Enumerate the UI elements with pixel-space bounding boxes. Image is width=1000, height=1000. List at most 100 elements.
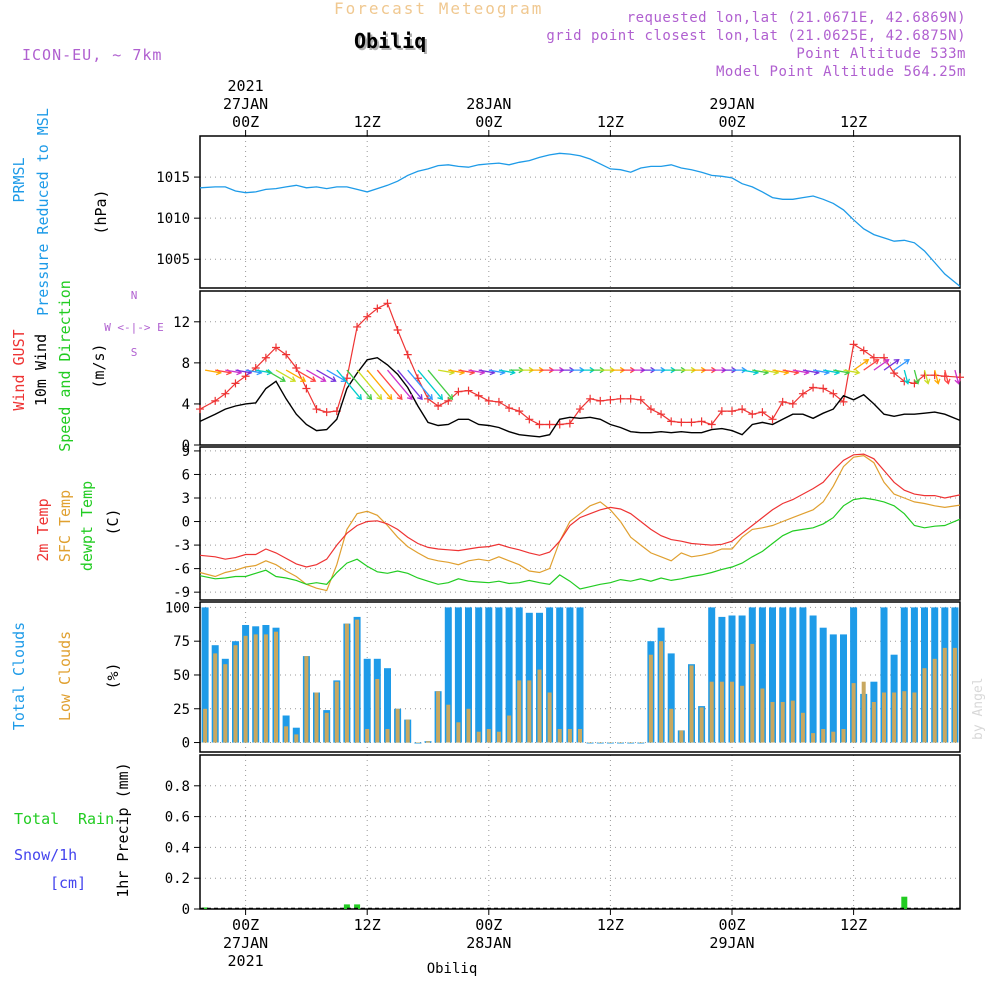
- clouds-unit-label: (%): [104, 662, 122, 689]
- wind-direction-arrow: [346, 369, 373, 401]
- sfc-temp-label: SFC Temp: [56, 490, 74, 562]
- gust-marker: [525, 415, 534, 424]
- gust-marker: [758, 408, 767, 417]
- total-clouds-bar: [789, 607, 797, 743]
- total-clouds-label: Total Clouds: [10, 622, 28, 730]
- precip-unit-label: 1hr Precip (mm): [114, 762, 132, 897]
- panel-frame: [199, 135, 961, 289]
- low-clouds-bar: [679, 730, 684, 743]
- gust-marker: [505, 404, 514, 413]
- rain-bar: [343, 904, 350, 909]
- low-clouds-bar: [213, 653, 218, 743]
- y-tick-label: 0.2: [165, 871, 190, 887]
- time-label-bottom: 29JAN: [709, 934, 754, 952]
- compass-west-east: W <-|-> E: [104, 321, 164, 334]
- low-clouds-bar: [344, 623, 349, 743]
- gust-marker: [728, 407, 736, 416]
- gust-marker: [353, 322, 362, 331]
- low-clouds-bar: [851, 683, 856, 743]
- time-label-top: 00Z: [475, 113, 502, 131]
- gust-marker: [890, 369, 899, 378]
- wind-direction-arrow: [407, 369, 433, 401]
- total-clouds-bar: [515, 607, 523, 743]
- gust-marker: [809, 383, 818, 392]
- total-clouds-bar: [667, 653, 675, 743]
- wind-direction-arrow: [326, 369, 347, 382]
- total-clouds-bar: [910, 607, 918, 743]
- low-clouds-bar: [284, 726, 289, 743]
- low-clouds-bar: [243, 635, 248, 743]
- y-tick-label: 75: [173, 634, 190, 650]
- low-clouds-bar: [496, 731, 501, 743]
- time-label-bottom: 12Z: [597, 916, 624, 934]
- total-clouds-bar: [546, 607, 554, 743]
- y-tick-label: 100: [165, 600, 190, 616]
- time-label-top: 00Z: [232, 113, 259, 131]
- low-clouds-bar: [618, 742, 623, 743]
- total-clouds-bar: [779, 607, 787, 743]
- y-tick-label: 9: [182, 444, 190, 460]
- gust-marker: [778, 397, 787, 406]
- wind-unit-label: (m/s): [90, 343, 108, 388]
- low-clouds-bar: [882, 692, 886, 743]
- wind-label: 10m Wind: [32, 334, 50, 406]
- low-clouds-bar: [800, 712, 805, 743]
- snow-label: Snow/1h: [14, 846, 77, 864]
- rain-bar: [901, 896, 908, 909]
- total-clouds-bar: [444, 607, 452, 743]
- gust-marker: [859, 346, 868, 355]
- low-clouds-bar: [527, 680, 532, 743]
- time-label-top: 00Z: [718, 113, 745, 131]
- sfc-temp-line: [199, 454, 961, 592]
- wind-direction-arrow: [336, 369, 362, 401]
- wind-direction-arrow: [903, 369, 911, 385]
- low-clouds-bar: [750, 643, 755, 743]
- gust-marker: [565, 419, 574, 428]
- low-clouds-bar: [952, 647, 957, 743]
- total-clouds-bar: [900, 607, 908, 743]
- gust-marker: [646, 405, 655, 414]
- low-clouds-bar: [841, 729, 846, 743]
- low-clouds-bar: [294, 734, 299, 743]
- y-tick-label: 1010: [156, 211, 190, 227]
- y-tick-label: 50: [173, 668, 190, 684]
- wind-direction-arrow: [397, 369, 423, 401]
- snow-unit-label: [cm]: [50, 874, 86, 892]
- gust-marker: [363, 312, 372, 321]
- gust-marker: [302, 384, 311, 393]
- wind-direction-arrow: [366, 369, 393, 401]
- wind-direction-arrow: [387, 369, 413, 401]
- low-clouds-bar: [588, 742, 593, 743]
- time-label-bottom: 27JAN: [223, 934, 268, 952]
- low-clouds-bar: [740, 685, 745, 743]
- low-clouds-bar: [790, 700, 795, 743]
- total-clouds-bar: [485, 607, 493, 743]
- total-clouds-bar: [738, 615, 746, 743]
- total-clouds-bar: [819, 627, 827, 743]
- dewpt-label: dewpt Temp: [78, 481, 96, 571]
- gust-marker: [829, 389, 838, 398]
- pressure-full-label: Pressure Reduced to MSL: [34, 108, 52, 316]
- gust-marker: [667, 417, 676, 426]
- total-clouds-bar: [758, 607, 766, 743]
- wind-direction-arrow: [295, 369, 317, 382]
- low-clouds-bar: [395, 708, 400, 743]
- dewpt-temp-line: [199, 497, 961, 590]
- y-tick-label: 0: [182, 902, 190, 918]
- wind-direction-arrow: [316, 369, 337, 382]
- wind-speed-line: [199, 356, 961, 438]
- rain-bar: [354, 904, 361, 909]
- gust-marker: [798, 389, 807, 398]
- low-clouds-bar: [334, 681, 339, 743]
- 2m-temp-line: [199, 453, 961, 568]
- low-clouds-bar: [942, 647, 947, 743]
- y-tick-label: 0: [182, 438, 190, 454]
- grid-point-coordinates: grid point closest lon,lat (21.0625E, 42…: [546, 28, 966, 44]
- low-clouds-bar: [689, 665, 694, 743]
- gust-marker: [576, 405, 584, 414]
- gust-marker: [596, 396, 605, 405]
- low-clouds-bar: [648, 654, 653, 743]
- time-label-bottom: 00Z: [232, 916, 259, 934]
- model-point-altitude: Model Point Altitude 564.25m: [715, 64, 966, 80]
